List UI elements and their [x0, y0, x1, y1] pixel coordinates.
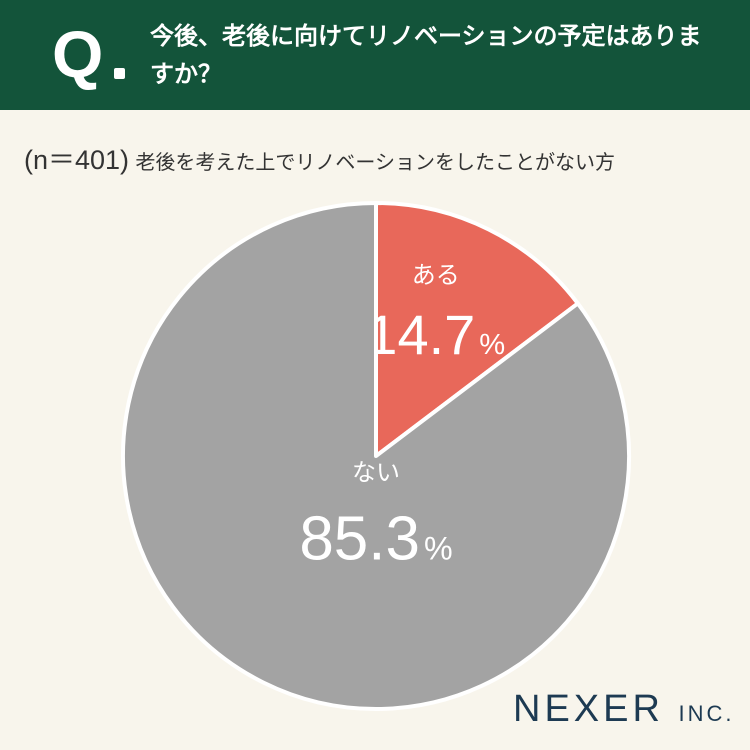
pie-slice-1-labels: ある 14.7%: [366, 261, 505, 366]
pie-slice-2-name: ない: [352, 459, 400, 487]
logo-name: NEXER: [513, 688, 664, 730]
sample-description: (n＝401) 老後を考えた上でリノベーションをしたことがない方: [24, 140, 734, 182]
pie-slice-2-labels: ない 85.3%: [299, 459, 452, 574]
pie-slice-1: [374, 201, 580, 458]
logo-suffix: INC.: [678, 701, 735, 726]
question-mark: Q: [52, 17, 104, 91]
question-text: 今後、老後に向けてリノベーションの予定はありますか？: [150, 22, 702, 88]
pie-slice-2-value: 85.3%: [299, 504, 452, 573]
pie-slice-1-value: 14.7%: [366, 303, 505, 366]
sample-size: (n＝401): [24, 145, 130, 175]
pie-slice-2: [121, 201, 631, 711]
nexer-logo: NEXER INC.: [513, 686, 734, 737]
pie-slice-1-name: ある: [412, 261, 460, 289]
question-header: Q 今後、老後に向けてリノベーションの予定はありますか？: [0, 0, 750, 110]
question-mark-dot: [114, 68, 125, 79]
sample-note: 老後を考えた上でリノベーションをしたことがない方: [135, 150, 616, 174]
